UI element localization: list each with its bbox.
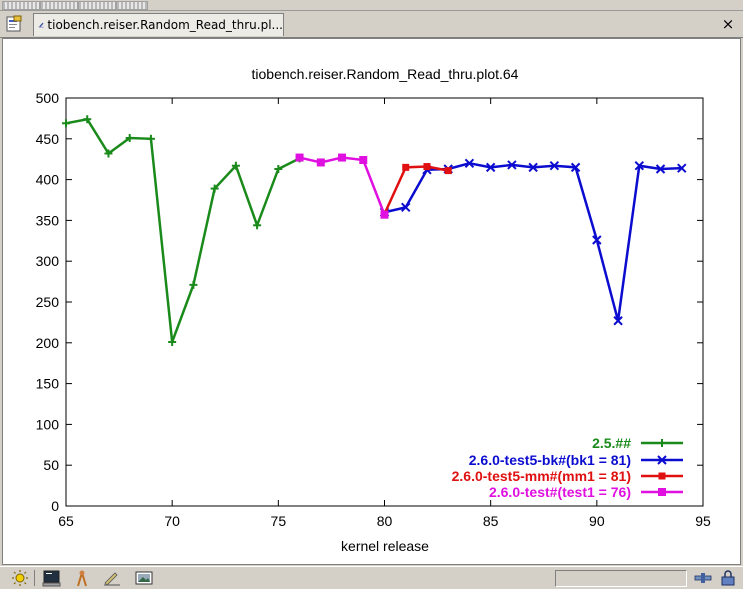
data-point [549,161,560,171]
top-toolbar-strip [0,0,743,11]
y-tick-label: 100 [36,416,60,432]
legend-entry: 2.5.## [592,435,631,451]
data-point [658,488,666,496]
legend-entry: 2.6.0-test#(test1 = 76) [489,484,631,500]
y-tick-label: 300 [36,253,60,269]
y-tick-label: 500 [36,90,60,106]
x-tick-label: 80 [377,513,393,529]
picture-icon[interactable] [134,569,154,587]
x-tick-label: 70 [164,513,180,529]
chart-title: tiobench.reiser.Random_Read_thru.plot.64 [252,66,519,82]
sun-icon[interactable] [10,569,30,587]
data-point [677,163,687,173]
data-point [423,163,431,171]
data-point [655,164,666,174]
y-tick-label: 250 [36,294,60,310]
taskbar [0,566,743,589]
data-point [125,133,134,142]
data-point [338,153,347,162]
x-tick-label: 65 [58,513,74,529]
document-icon[interactable] [5,15,23,33]
data-point [316,158,325,167]
data-point [168,337,177,346]
data-point [570,162,581,173]
task-list-field[interactable] [555,570,687,587]
plug-icon[interactable] [693,569,713,587]
tab-plot[interactable]: tiobench.reiser.Random_Read_thru.pl... [33,13,284,36]
pencil-icon [38,22,44,28]
data-point [253,221,262,230]
y-tick-label: 150 [36,376,60,392]
x-axis-label: kernel release [341,538,429,554]
lock-icon[interactable] [718,569,738,587]
data-point [658,439,666,447]
data-point [657,455,667,465]
series-line [383,165,449,215]
y-tick-label: 50 [43,457,59,473]
x-tick-label: 85 [483,513,499,529]
data-point [401,202,411,213]
data-point [231,161,240,170]
data-point [295,153,304,162]
close-tab-button[interactable]: × [721,15,735,33]
person-icon[interactable] [72,569,92,587]
toolbar-grip[interactable] [78,1,116,10]
data-point [62,119,70,128]
data-point [380,210,389,219]
data-point [359,156,368,165]
y-tick-label: 350 [36,212,60,228]
x-tick-label: 75 [271,513,287,529]
data-point [189,280,198,289]
data-point [634,161,645,171]
data-point [210,184,219,193]
toolbar-grip[interactable] [2,1,40,10]
toolbar-grip[interactable] [116,1,148,10]
pencil-icon[interactable] [102,569,122,587]
data-point [464,158,475,168]
legend-entry: 2.6.0-test5-bk#(bk1 = 81) [469,452,631,468]
tab-title: tiobench.reiser.Random_Read_thru.pl... [47,18,283,32]
data-point [83,115,92,124]
y-tick-label: 400 [36,172,60,188]
series-line [384,161,682,322]
series-line [299,156,386,216]
data-point [485,162,496,173]
x-tick-label: 95 [695,513,711,529]
y-tick-label: 0 [51,498,59,514]
taskbar-separator [34,570,35,586]
data-point [592,235,602,245]
data-point [444,167,452,175]
terminal-icon[interactable] [42,569,62,587]
data-point [104,149,113,158]
chart: tiobench.reiser.Random_Read_thru.plot.64… [36,66,711,554]
tab-bar: tiobench.reiser.Random_Read_thru.pl... × [0,11,743,38]
data-point [658,472,666,480]
data-point [507,160,517,170]
y-tick-label: 450 [36,131,60,147]
plot-viewport: tiobench.reiser.Random_Read_thru.plot.64… [2,38,741,565]
data-point [613,316,623,326]
x-tick-label: 90 [589,513,605,529]
data-point [528,162,538,173]
series-line [65,117,301,343]
data-point [146,134,155,143]
toolbar-grip[interactable] [40,1,78,10]
legend-entry: 2.6.0-test5-mm#(mm1 = 81) [452,468,631,484]
data-point [274,164,283,173]
y-tick-label: 200 [36,335,60,351]
data-point [402,163,410,171]
